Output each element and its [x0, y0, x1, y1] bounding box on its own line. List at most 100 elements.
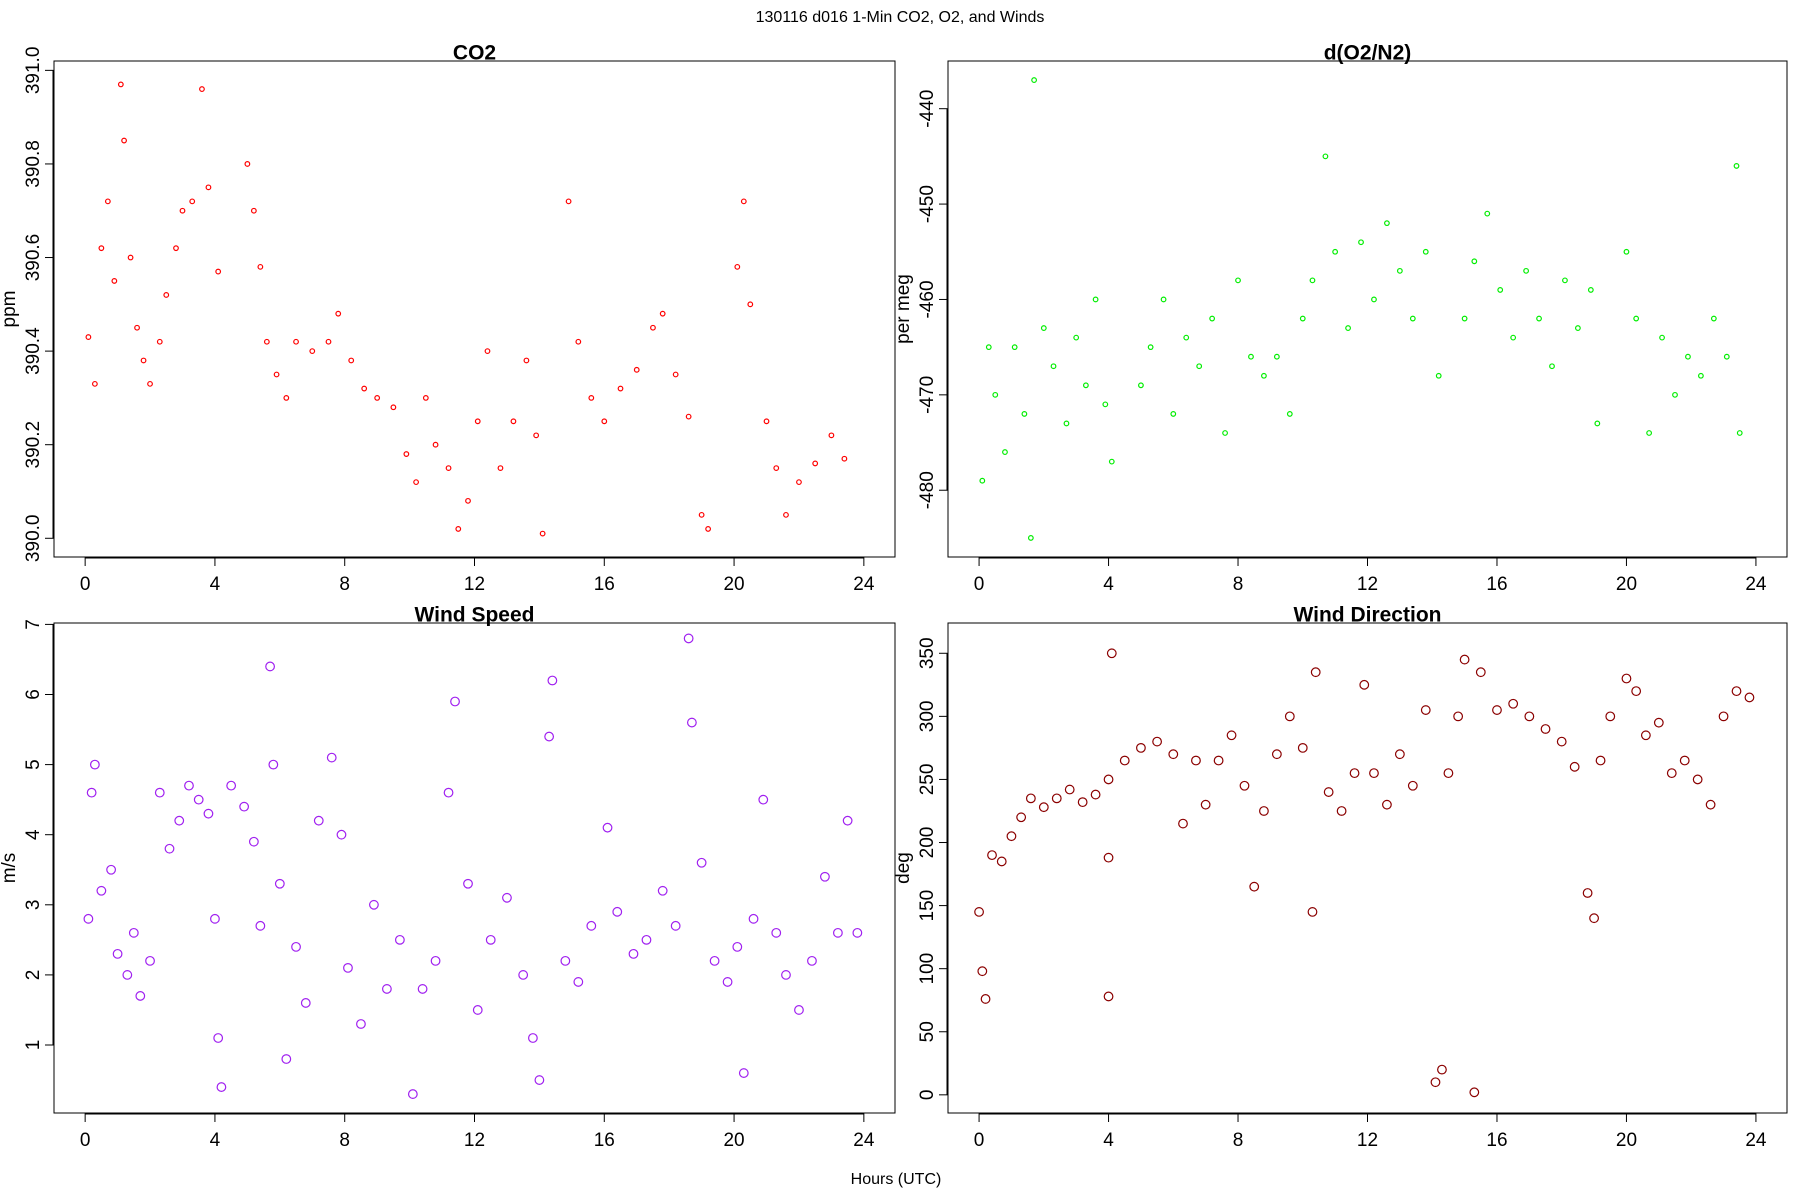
point — [432, 441, 439, 448]
point — [1016, 812, 1027, 823]
point — [291, 941, 301, 952]
point — [1307, 907, 1318, 917]
point — [1430, 1077, 1441, 1088]
point — [422, 395, 429, 401]
point — [300, 998, 311, 1008]
point — [1589, 913, 1599, 924]
point — [1273, 353, 1280, 360]
point — [683, 633, 694, 644]
point — [502, 892, 512, 903]
point — [156, 338, 163, 345]
point — [781, 970, 791, 980]
x-tick-label: 12 — [1357, 574, 1378, 595]
point — [1196, 363, 1203, 370]
point — [996, 856, 1007, 867]
point — [1679, 755, 1690, 766]
point — [783, 511, 789, 518]
point — [326, 752, 337, 763]
point — [1692, 774, 1703, 785]
point — [1653, 717, 1664, 728]
point — [1040, 325, 1047, 331]
x-tick-label: 24 — [853, 574, 875, 595]
point — [1152, 736, 1163, 747]
point — [748, 913, 759, 924]
point — [523, 357, 530, 364]
point — [992, 391, 999, 398]
point — [650, 324, 656, 331]
point — [163, 292, 170, 298]
point — [1332, 248, 1339, 255]
point — [1369, 768, 1379, 779]
point — [1384, 220, 1390, 227]
point — [820, 871, 830, 882]
point — [117, 81, 124, 88]
point — [336, 829, 347, 840]
point — [1459, 654, 1470, 665]
x-tick-label: 4 — [210, 1130, 221, 1151]
point — [1286, 411, 1293, 417]
x-tick-label: 16 — [1486, 1130, 1507, 1151]
point — [1435, 372, 1442, 379]
x-tick-label: 12 — [1357, 1130, 1378, 1151]
point — [445, 465, 452, 471]
y-tick-label: 150 — [917, 890, 938, 922]
point — [474, 418, 481, 425]
point — [560, 955, 571, 966]
point — [112, 948, 123, 959]
point — [1271, 749, 1282, 760]
point — [309, 348, 316, 355]
point — [263, 338, 270, 345]
y-axis-label: m/s — [0, 853, 20, 884]
panel-title: d(O2/N2) — [1324, 42, 1412, 65]
point — [173, 245, 179, 252]
point — [1082, 382, 1089, 389]
x-tick-label: 12 — [464, 1130, 485, 1151]
point — [1102, 401, 1109, 408]
point — [575, 338, 582, 345]
y-tick-label: 5 — [23, 759, 44, 770]
point — [83, 913, 94, 924]
point — [705, 526, 712, 532]
point — [812, 460, 819, 467]
point — [686, 717, 697, 728]
point — [1073, 334, 1080, 341]
point — [164, 843, 175, 854]
point — [1235, 277, 1241, 284]
y-tick-label: 6 — [23, 689, 44, 700]
point — [106, 864, 117, 875]
point — [628, 948, 639, 959]
point — [796, 479, 802, 486]
point — [1178, 818, 1188, 829]
point — [145, 955, 155, 966]
point — [1420, 705, 1431, 715]
point — [216, 1082, 227, 1092]
point — [1549, 363, 1555, 370]
x-tick-label: 12 — [464, 574, 485, 595]
x-tick-label: 20 — [723, 574, 744, 595]
point — [407, 1089, 418, 1099]
point — [738, 1068, 749, 1078]
point — [828, 432, 835, 439]
point — [1587, 287, 1594, 293]
point — [1239, 780, 1250, 791]
point — [472, 1005, 483, 1015]
point — [547, 675, 558, 686]
point — [210, 913, 220, 924]
point — [248, 836, 259, 847]
point — [1396, 267, 1403, 274]
point — [91, 380, 98, 387]
point — [1569, 761, 1580, 772]
point — [533, 432, 540, 439]
point — [1524, 711, 1535, 722]
x-tick-label: 0 — [974, 574, 985, 595]
point — [1407, 780, 1418, 791]
x-tick-label: 20 — [723, 1130, 744, 1151]
y-tick-label: 390.8 — [23, 140, 44, 188]
point — [1540, 724, 1551, 734]
point — [184, 780, 194, 791]
point — [226, 780, 237, 791]
point — [1646, 430, 1653, 436]
point — [265, 661, 275, 672]
y-tick-label: 390.6 — [23, 234, 44, 282]
y-tick-label: 350 — [917, 637, 938, 669]
